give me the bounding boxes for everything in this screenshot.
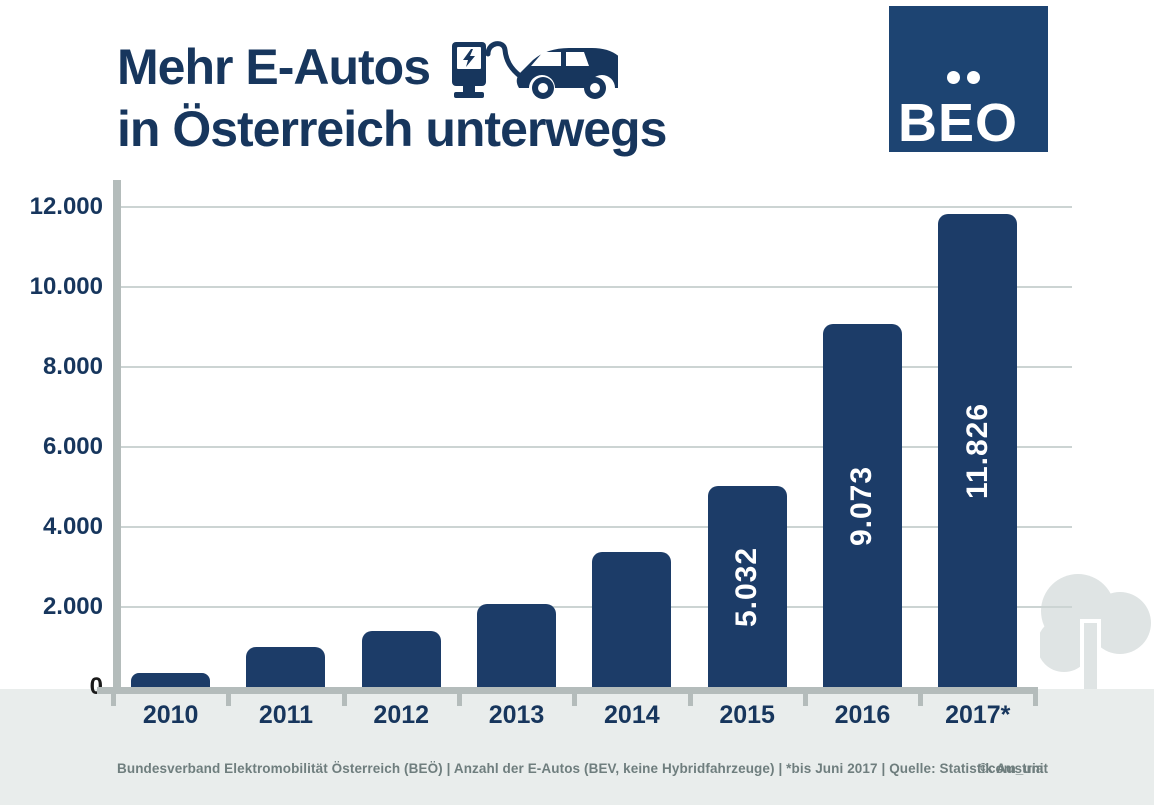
gridline-6000 [121,446,1072,448]
gridline-10000 [121,286,1072,288]
x-tick-label-2012: 2012 [373,701,430,729]
bar-2013 [477,604,557,687]
title-line-1: Mehr E-Autos [117,39,431,95]
bar-2012 [361,631,441,687]
beo-logo: BEO [889,6,1048,152]
x-axis-tick-2 [341,687,347,706]
footer-band [0,689,1154,805]
y-tick-label-10000: 10.000 [29,273,103,300]
bar-2015: 5.032 [707,486,787,687]
y-tick-label-6000: 6.000 [42,433,103,460]
x-tick-label-2017*: 2017* [945,701,1011,729]
x-axis-tick-5 [687,687,693,706]
x-tick-label-2014: 2014 [604,701,660,729]
footer-credit: ©com_unit [978,761,1048,776]
x-tick-label-2015: 2015 [719,701,775,729]
y-tick-label-4000: 4.000 [42,513,103,540]
title-line-2: in Österreich unterwegs [117,101,667,157]
page-title: Mehr E-Autos [117,34,667,158]
x-axis-tick-1 [226,687,232,706]
bar-value-label-2015: 5.032 [730,546,764,627]
gridline-4000 [121,526,1072,528]
y-tick-label-8000: 8.000 [42,353,103,380]
x-tick-label-2013: 2013 [488,701,545,729]
bar-value-label-2017*: 11.826 [960,402,994,499]
bar-2011 [246,647,326,687]
ev-charging-car-icon [452,41,618,99]
x-tick-label-2010: 2010 [142,701,199,729]
bar-2016: 9.073 [822,324,902,687]
bar-value-label-2016: 9.073 [845,465,879,546]
x-axis-tick-8 [1033,687,1039,706]
y-tick-label-12000: 12.000 [29,193,103,220]
x-tick-label-2016: 2016 [834,701,891,729]
x-axis-tick-3 [456,687,462,706]
bar-2014 [592,552,672,687]
bar-2010 [131,673,211,687]
y-tick-label-2000: 2.000 [42,593,103,620]
bar-2017*: 11.826 [938,214,1018,687]
gridline-8000 [121,366,1072,368]
logo-text: BEO [898,93,1019,153]
x-axis-tick-6 [802,687,808,706]
logo-umlaut-dots-icon [947,71,980,84]
footer-source-text: Bundesverband Elektromobilität Österreic… [117,761,1044,776]
y-tick-label-0: 0 [8,673,103,701]
x-axis-tick-4 [572,687,578,706]
gridline-12000 [121,206,1072,208]
tree-icon [1040,574,1151,689]
x-axis-tick-0 [111,687,116,706]
x-axis-tick-7 [918,687,924,706]
x-tick-label-2011: 2011 [258,701,314,729]
y-axis-line [113,180,121,694]
x-axis-line [97,687,1038,694]
